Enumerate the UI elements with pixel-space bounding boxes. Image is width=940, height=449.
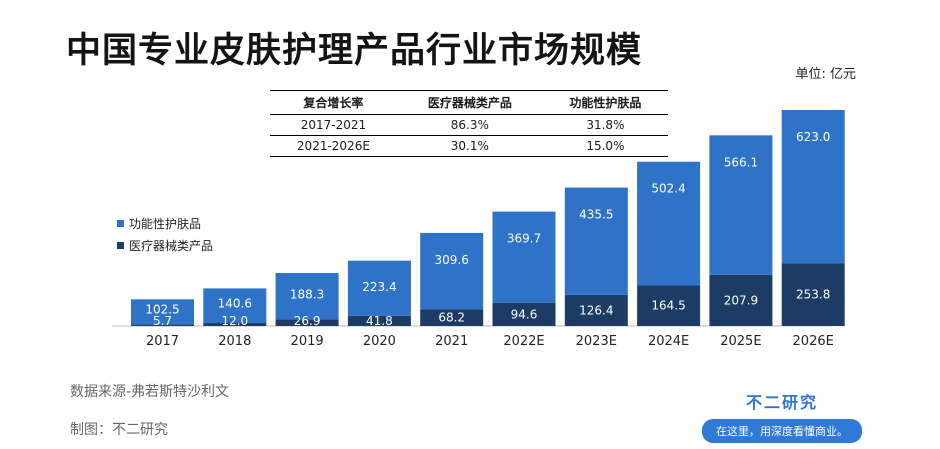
x-tick-label: 2025E (720, 334, 761, 349)
bar-segment-functional (781, 110, 845, 264)
cagr-table-row: 2017-2021 86.3% 31.8% (270, 114, 668, 136)
cagr-cell: 2021-2026E (270, 135, 397, 157)
legend-label: 医疗器械类产品 (129, 238, 214, 253)
cagr-cell: 30.1% (396, 135, 543, 157)
bar-segment-functional (564, 187, 628, 295)
bar-segment-medical (564, 294, 628, 326)
cagr-cell: 15.0% (542, 135, 668, 157)
data-label-medical: 26.9 (294, 314, 321, 328)
legend-swatch-functional (117, 219, 124, 227)
x-tick-label: 2026E (793, 334, 834, 349)
chart-title: 中国专业皮肤护理产品行业市场规模 (66, 31, 643, 71)
bar-segment-functional (203, 288, 267, 324)
x-tick-label: 2017 (146, 334, 179, 349)
data-label-medical: 207.9 (724, 293, 758, 307)
data-label-medical: 253.8 (796, 288, 830, 302)
cagr-header: 复合增长率 (270, 90, 397, 115)
cagr-cell: 2017-2021 (270, 114, 397, 136)
bar-segment-medical (131, 324, 194, 326)
legend-swatch-medical (117, 241, 124, 249)
legend-item-functional: 功能性护肤品 (117, 212, 213, 234)
bar-segment-functional (420, 232, 484, 310)
bar-segment-functional (347, 260, 411, 316)
data-label-functional: 623.0 (796, 130, 830, 144)
bar-segment-functional (709, 135, 773, 275)
bar-segment-functional (275, 272, 339, 320)
legend-label: 功能性护肤品 (129, 216, 202, 231)
cagr-header: 医疗器械类产品 (396, 90, 543, 115)
chart-legend: 功能性护肤品 医疗器械类产品 (117, 212, 213, 256)
data-label-medical: 68.2 (438, 311, 465, 325)
cagr-table-row: 2021-2026E 30.1% 15.0% (270, 135, 668, 157)
brand-badge: 不二研究 在这里，用深度看懂商业。 (702, 389, 862, 443)
x-tick-label: 2021 (435, 334, 468, 349)
brand-name: 不二研究 (745, 393, 818, 412)
data-label-functional: 369.7 (507, 232, 541, 246)
cagr-cell: 86.3% (396, 114, 543, 136)
data-label-medical: 94.6 (511, 307, 538, 321)
brand-slogan: 在这里，用深度看懂商业。 (702, 419, 862, 443)
bar-segment-medical (709, 274, 773, 326)
bar-segment-medical (420, 309, 484, 326)
data-label-medical: 5.7 (153, 314, 172, 328)
unit-label: 单位: 亿元 (795, 67, 856, 82)
legend-item-medical: 医疗器械类产品 (117, 234, 213, 256)
data-label-medical: 164.5 (651, 299, 685, 313)
cagr-table: 复合增长率 医疗器械类产品 功能性护肤品 2017-2021 86.3% 31.… (270, 90, 668, 157)
x-tick-label: 2018 (218, 334, 251, 349)
x-tick-label: 2022E (503, 334, 544, 349)
x-tick-label: 2019 (291, 334, 324, 349)
bar-segment-functional (492, 211, 556, 303)
x-tick-label: 2020 (363, 334, 396, 349)
bar-segment-medical (347, 315, 411, 326)
x-tick-label: 2024E (648, 334, 689, 349)
data-label-functional: 188.3 (290, 287, 324, 301)
bar-segment-medical (781, 263, 845, 326)
data-label-functional: 502.4 (651, 182, 685, 196)
data-label-medical: 12.0 (221, 314, 248, 328)
data-label-medical: 126.4 (579, 303, 613, 317)
cagr-cell: 31.8% (542, 114, 668, 136)
cagr-header: 功能性护肤品 (542, 90, 668, 115)
bar-segment-medical (492, 302, 556, 326)
data-source: 数据来源-弗若斯特沙利文 (70, 384, 230, 400)
data-label-medical: 41.8 (366, 314, 393, 328)
bar-segment-medical (637, 285, 701, 326)
data-label-functional: 140.6 (218, 296, 252, 310)
data-label-functional: 309.6 (435, 253, 469, 267)
chart-credit: 制图：不二研究 (70, 422, 168, 438)
data-label-functional: 223.4 (362, 280, 396, 294)
cagr-table-header-row: 复合增长率 医疗器械类产品 功能性护肤品 (270, 90, 668, 115)
data-label-functional: 435.5 (579, 208, 613, 222)
bar-segment-medical (203, 323, 267, 326)
bar-segment-functional (637, 161, 701, 286)
data-label-functional: 102.5 (145, 302, 179, 316)
x-tick-label: 2023E (576, 334, 617, 349)
data-label-functional: 566.1 (724, 155, 758, 169)
bar-segment-functional (131, 299, 194, 325)
bar-segment-medical (275, 319, 339, 326)
